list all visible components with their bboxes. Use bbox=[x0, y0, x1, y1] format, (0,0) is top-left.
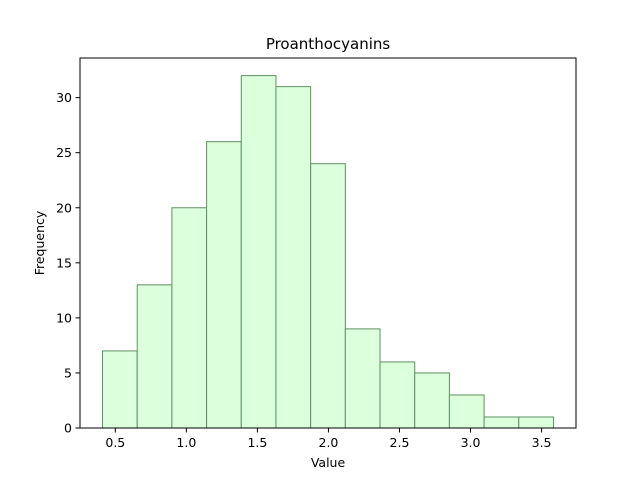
bars-group bbox=[102, 75, 554, 429]
histogram-bar bbox=[414, 372, 450, 429]
histogram-bar bbox=[344, 328, 381, 429]
y-axis-ticks: 0 5 10 15 20 25 30 bbox=[56, 90, 80, 436]
x-axis-label: Value bbox=[311, 455, 346, 470]
x-tick-label: 0.5 bbox=[105, 435, 125, 450]
histogram-bar bbox=[483, 416, 520, 429]
y-tick-label: 15 bbox=[56, 255, 72, 270]
x-tick-label: 2.5 bbox=[390, 435, 410, 450]
x-tick-label: 3.5 bbox=[532, 435, 552, 450]
histogram-bar bbox=[240, 75, 277, 429]
histogram-bar bbox=[171, 207, 208, 429]
x-tick-label: 1.5 bbox=[247, 435, 267, 450]
histogram-bar bbox=[206, 141, 242, 429]
y-tick-label: 30 bbox=[56, 90, 72, 105]
y-tick-label: 20 bbox=[56, 200, 72, 215]
x-axis-ticks: 0.5 1.0 1.5 2.0 2.5 3.0 3.5 bbox=[105, 428, 552, 450]
histogram-bar bbox=[448, 394, 485, 429]
x-tick-label: 3.0 bbox=[461, 435, 481, 450]
x-tick-label: 2.0 bbox=[319, 435, 339, 450]
y-axis-label: Frequency bbox=[32, 210, 47, 275]
y-tick-label: 0 bbox=[64, 421, 72, 436]
y-tick-label: 25 bbox=[56, 145, 72, 160]
histogram-bar bbox=[102, 350, 138, 429]
histogram-bar bbox=[136, 284, 173, 429]
histogram-bar bbox=[518, 416, 554, 429]
chart-title: Proanthocyanins bbox=[266, 35, 391, 53]
y-tick-label: 5 bbox=[64, 365, 72, 380]
histogram-bar bbox=[310, 163, 346, 429]
histogram-bar bbox=[275, 86, 312, 429]
histogram-bar bbox=[379, 361, 416, 429]
x-tick-label: 1.0 bbox=[176, 435, 196, 450]
y-tick-label: 10 bbox=[56, 310, 72, 325]
